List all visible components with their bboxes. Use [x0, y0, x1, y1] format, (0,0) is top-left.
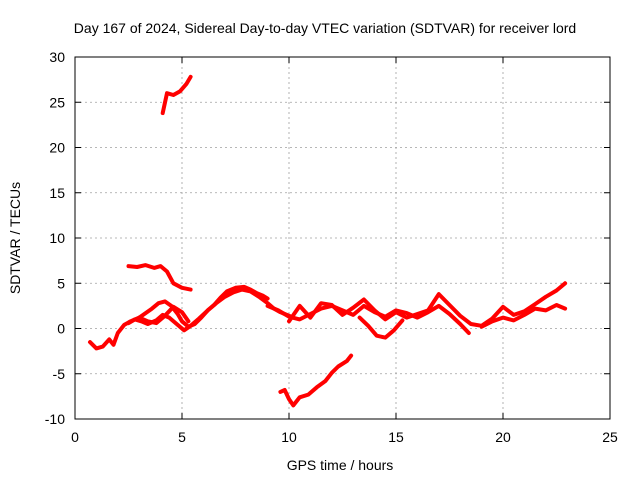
y-tick-label: 5 — [57, 275, 65, 291]
axis-ticks: 0 5 10 15 20 25 -10 -5 0 5 10 15 20 25 30 — [45, 49, 618, 445]
x-tick-label: 5 — [178, 429, 186, 445]
series-arc-main-6 — [357, 315, 405, 340]
x-tick-label: 10 — [281, 429, 297, 445]
x-tick-label: 15 — [388, 429, 404, 445]
x-tick-label: 25 — [602, 429, 618, 445]
series-arc-low — [278, 353, 354, 408]
series-arc-main-1 — [88, 284, 270, 351]
grid-lines — [75, 57, 610, 419]
data-series-group — [88, 74, 568, 408]
y-tick-label: 10 — [49, 230, 65, 246]
y-tick-label: -5 — [53, 366, 66, 382]
x-tick-label: 0 — [71, 429, 79, 445]
y-tick-label: 15 — [49, 185, 65, 201]
y-axis-label: SDTVAR / TECUs — [7, 182, 23, 294]
y-tick-label: 0 — [57, 321, 65, 337]
series-arc-main-4 — [265, 303, 471, 335]
y-tick-label: 20 — [49, 140, 65, 156]
series-arc-main-3 — [137, 304, 191, 326]
chart-title: Day 167 of 2024, Sidereal Day-to-day VTE… — [74, 20, 576, 36]
y-tick-label: 25 — [49, 94, 65, 110]
series-arc-main-7 — [479, 303, 568, 329]
series-arc-mid — [126, 263, 193, 292]
y-tick-label: -10 — [45, 411, 65, 427]
y-tick-label: 30 — [49, 49, 65, 65]
series-arc-high — [160, 74, 193, 116]
x-axis-label: GPS time / hours — [287, 457, 394, 473]
series-arc-main-5 — [287, 281, 568, 328]
x-tick-label: 20 — [495, 429, 511, 445]
